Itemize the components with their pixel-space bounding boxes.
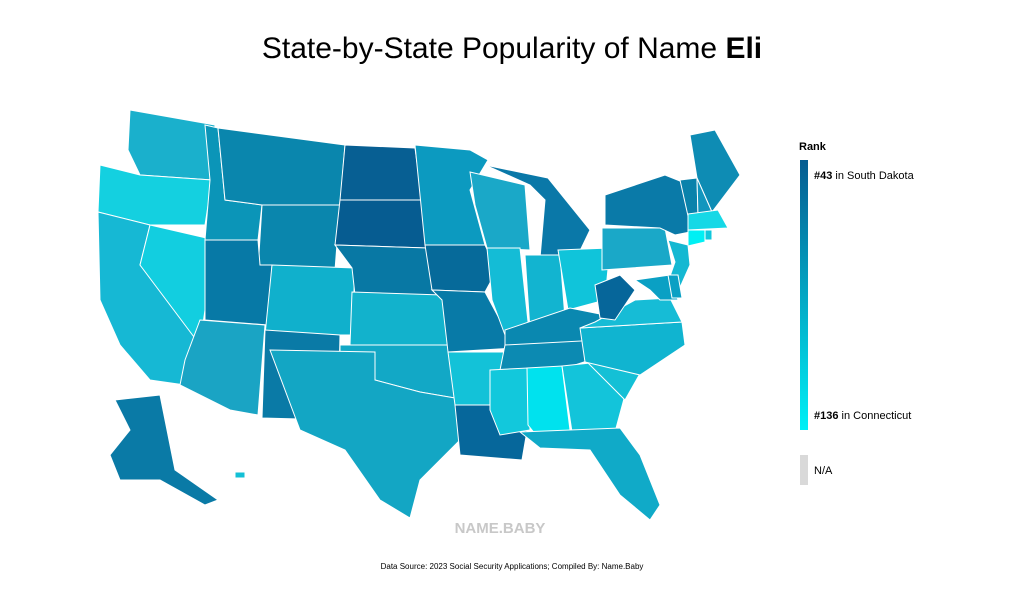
map bbox=[97, 109, 741, 521]
state bbox=[704, 229, 713, 241]
state bbox=[579, 297, 683, 329]
watermark: NAME.BABY bbox=[455, 520, 546, 537]
legend-title: Rank bbox=[799, 141, 827, 153]
state bbox=[689, 129, 741, 213]
legend-bottom-text: in Connecticut bbox=[838, 410, 911, 422]
title: State-by-State Popularity of Name Eli bbox=[262, 32, 762, 65]
legend-top-rank: #43 bbox=[814, 170, 832, 182]
state bbox=[424, 244, 498, 293]
title-name: Eli bbox=[725, 32, 762, 65]
state bbox=[601, 227, 673, 271]
state bbox=[518, 427, 661, 521]
title-prefix: State-by-State Popularity of Name bbox=[262, 32, 726, 65]
state bbox=[430, 289, 516, 353]
state bbox=[349, 291, 449, 346]
state bbox=[179, 319, 266, 416]
legend-top: #43 in South Dakota bbox=[814, 170, 915, 182]
state bbox=[489, 367, 531, 436]
state bbox=[264, 264, 356, 336]
state bbox=[594, 274, 636, 321]
state bbox=[334, 199, 427, 249]
source: Data Source: 2023 Social Security Applic… bbox=[381, 562, 644, 571]
state bbox=[687, 209, 729, 231]
state bbox=[269, 349, 461, 519]
legend-bottom-rank: #136 bbox=[814, 410, 838, 422]
legend-na: N/A bbox=[814, 465, 833, 477]
state bbox=[604, 174, 691, 236]
state bbox=[687, 229, 706, 247]
legend-na-swatch bbox=[800, 455, 808, 485]
state bbox=[339, 144, 423, 201]
state bbox=[633, 274, 679, 301]
state bbox=[667, 274, 683, 299]
state bbox=[109, 394, 220, 506]
state bbox=[217, 127, 346, 206]
state bbox=[257, 204, 341, 271]
legend-gradient bbox=[800, 160, 808, 430]
legend-bottom: #136 in Connecticut bbox=[814, 410, 911, 422]
state bbox=[234, 471, 246, 479]
state bbox=[127, 109, 216, 181]
legend-top-text: in South Dakota bbox=[832, 170, 914, 182]
